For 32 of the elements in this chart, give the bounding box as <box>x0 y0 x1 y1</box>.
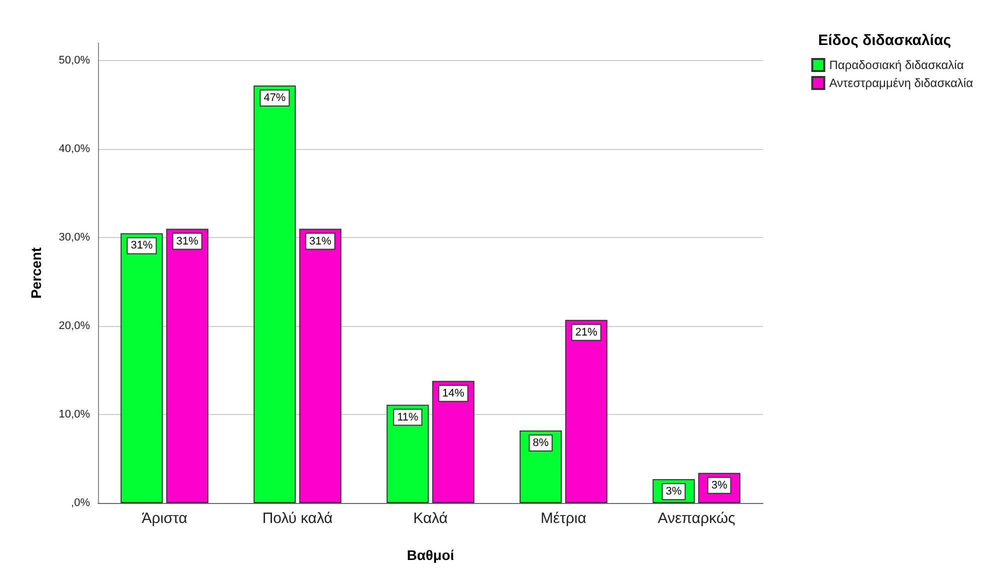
data-label: 47% <box>264 92 286 104</box>
data-label: 31% <box>176 235 199 248</box>
bar <box>565 320 608 503</box>
bar <box>432 380 474 503</box>
y-tick-label: 10,0% <box>58 408 90 421</box>
x-axis-title: Βαθμοί <box>406 547 454 563</box>
y-tick-label: 30,0% <box>58 232 90 244</box>
data-label: 31% <box>130 240 153 252</box>
data-label: 11% <box>397 411 419 424</box>
bar <box>254 85 296 503</box>
x-tick-label: Άριστα <box>142 510 188 527</box>
data-label: 21% <box>575 326 598 338</box>
bar <box>299 228 342 503</box>
y-tick-label: ,0% <box>71 497 90 509</box>
x-tick-label: Μέτρια <box>540 510 587 527</box>
data-label: 31% <box>309 235 332 248</box>
x-tick-label: Καλά <box>413 510 448 527</box>
legend-title: Είδος διδασκαλίας <box>818 32 952 49</box>
legend-label: Αντεστραμμένη διδασκαλία <box>829 76 974 90</box>
y-tick-label: 50,0% <box>58 54 90 67</box>
bar <box>120 233 163 503</box>
data-label: 3% <box>711 479 728 492</box>
x-tick-label: Ανεπαρκώς <box>658 510 736 527</box>
y-tick-label: 20,0% <box>58 320 90 332</box>
legend-label: Παραδοσιακή διδασκαλία <box>829 58 964 72</box>
data-label: 14% <box>442 387 465 400</box>
y-axis-title: Percent <box>28 246 44 299</box>
x-tick-label: Πολύ καλά <box>262 510 333 527</box>
bar <box>166 228 208 503</box>
y-tick-label: 40,0% <box>58 143 90 156</box>
data-label: 3% <box>666 486 682 498</box>
data-label: 8% <box>532 436 549 449</box>
